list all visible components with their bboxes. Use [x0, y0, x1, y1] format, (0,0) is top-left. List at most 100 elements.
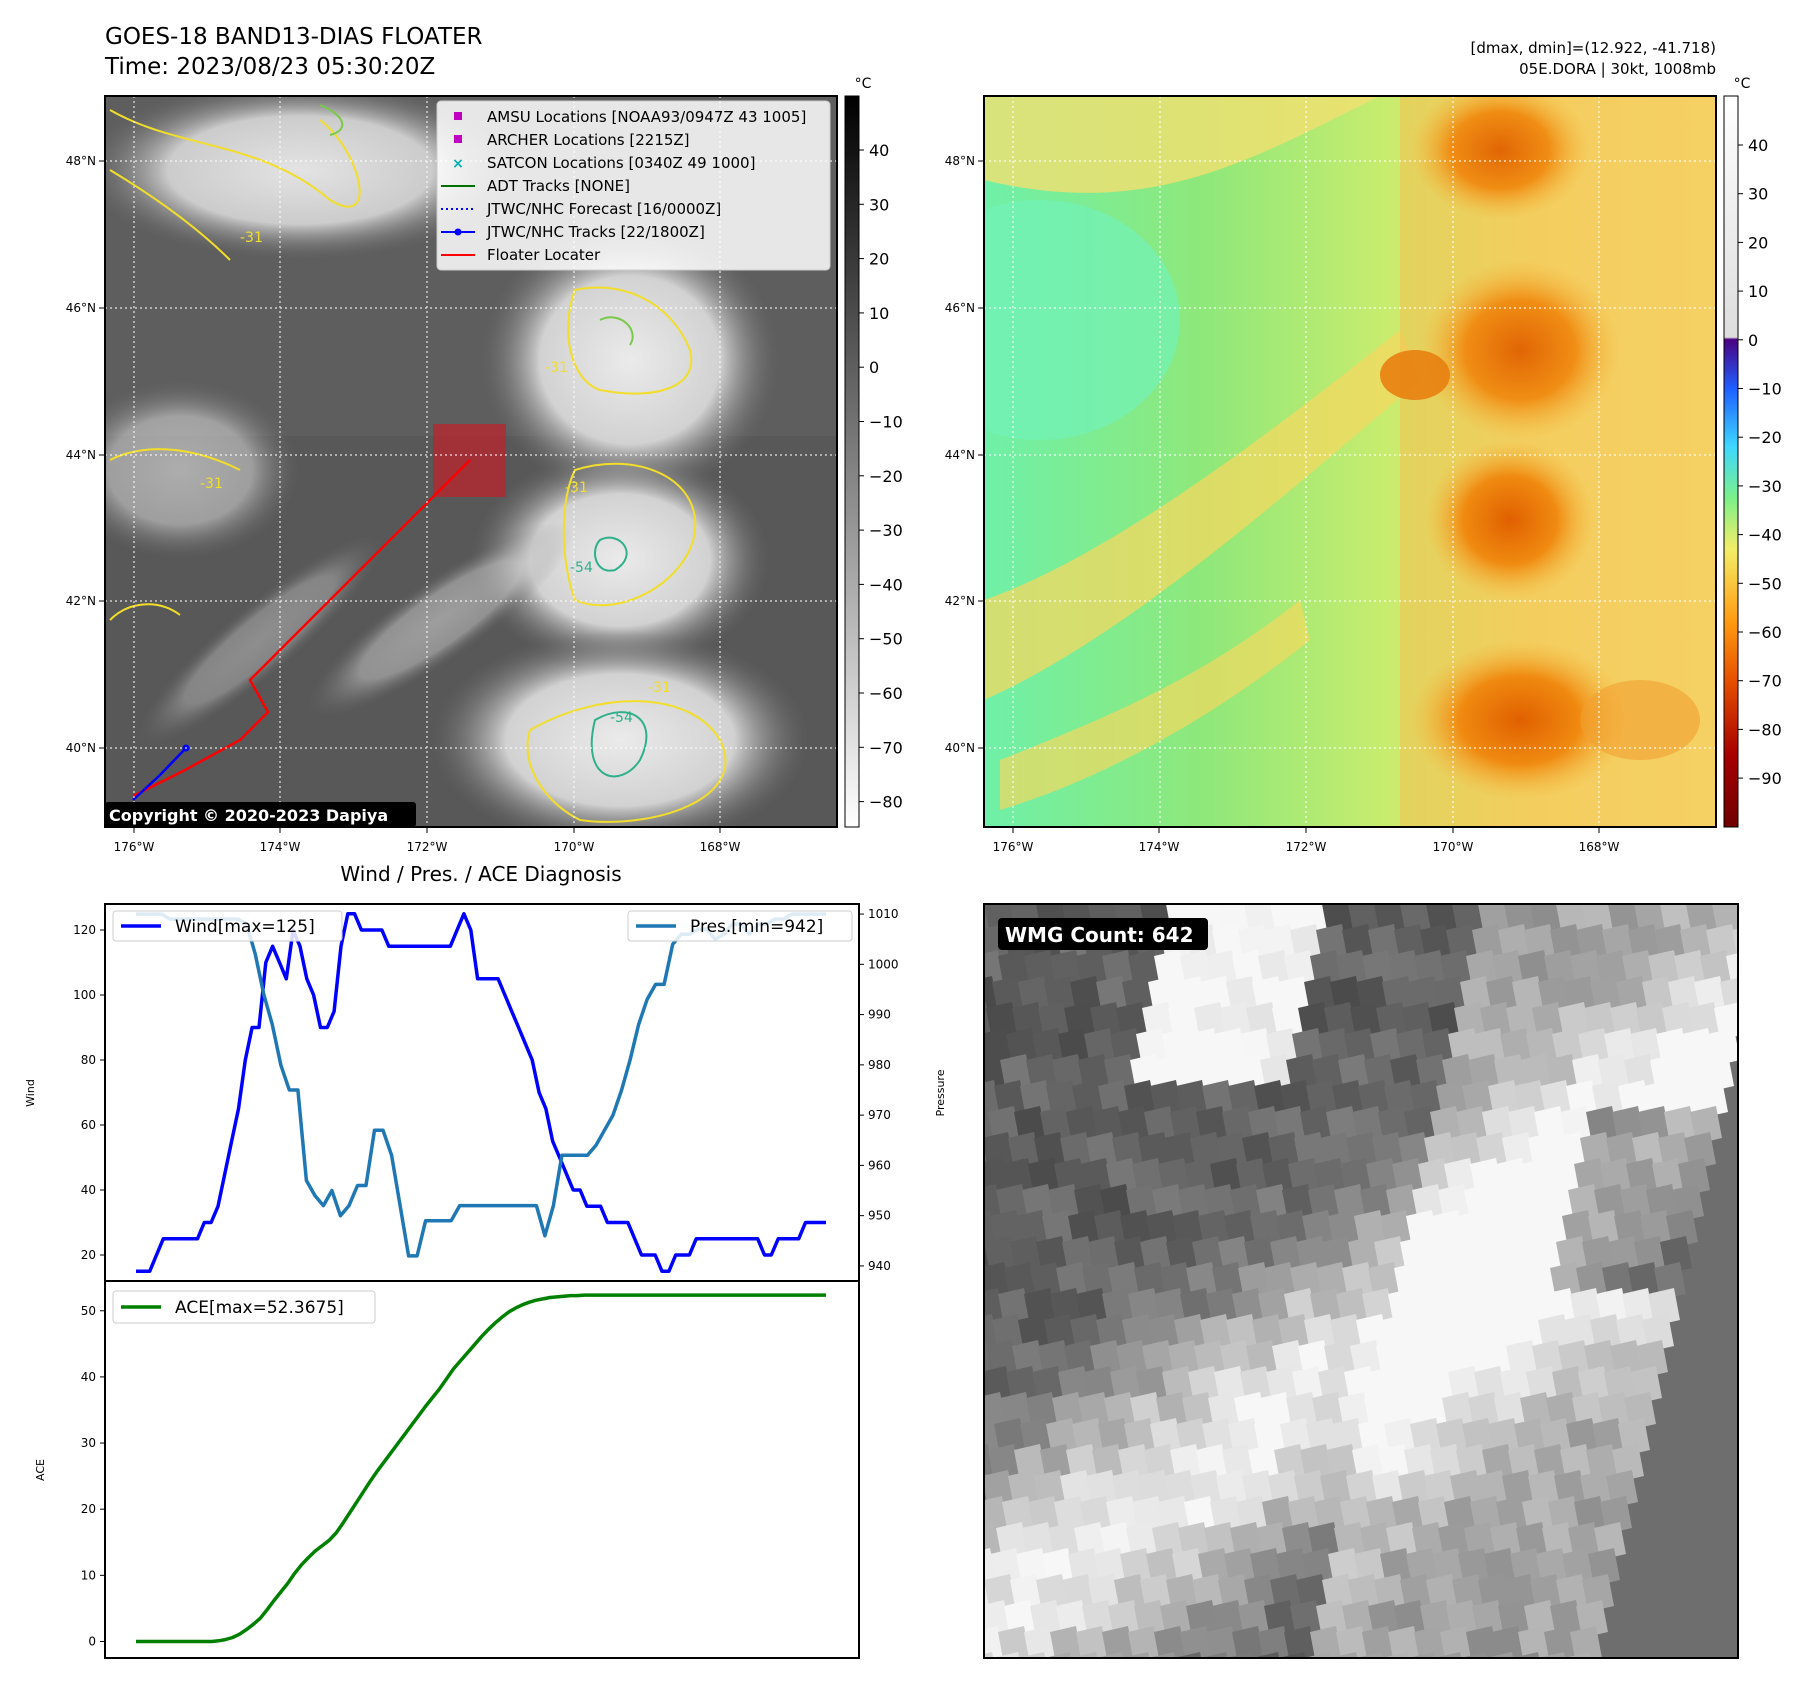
wmg-cell [1666, 1210, 1698, 1248]
wmg-cell [1050, 1626, 1082, 1658]
wmg-cell [1022, 1522, 1054, 1560]
wmg-cell [1472, 924, 1504, 962]
ace-legend-box [112, 1290, 376, 1324]
wmg-cell [1284, 1626, 1316, 1658]
wmg-cell [986, 1340, 1018, 1378]
wmg-cell [1302, 1210, 1334, 1248]
wmg-cell [1070, 976, 1102, 1014]
wmg-cell [1138, 1132, 1170, 1170]
lat-tick-label: 44°N [945, 448, 975, 462]
colorbar-tick-label: 10 [1748, 282, 1768, 301]
wmg-cell [1276, 1548, 1308, 1586]
wmg-cell [1604, 1366, 1636, 1404]
wmg-cell [1420, 924, 1452, 962]
wmg-cell [1442, 1392, 1474, 1430]
wmg-cell [1034, 1470, 1066, 1508]
wmg-cell [1594, 1522, 1626, 1560]
wmg-cell [1296, 1236, 1328, 1274]
wmg-cell [1036, 1236, 1068, 1274]
wmg-cell [1550, 1262, 1582, 1300]
wmg-cell [998, 1626, 1030, 1658]
wmg-cell [1460, 976, 1492, 1014]
wmg-cell [1210, 1158, 1242, 1196]
wmg-cell [1356, 1314, 1388, 1352]
wmg-cell [1518, 1626, 1550, 1658]
wmg-cell [1448, 1028, 1480, 1066]
wmg-cell [846, 1496, 878, 1534]
wmg-cell [1168, 1340, 1200, 1378]
lon-tick-label: 170°W [554, 840, 595, 854]
ace-axis-label: ACE [34, 1459, 47, 1481]
wmg-cell [1146, 1210, 1178, 1248]
wmg-cell [944, 1184, 976, 1222]
wmg-cell [1648, 950, 1680, 988]
wmg-cell [914, 1652, 946, 1684]
wmg-cell [946, 1626, 978, 1664]
wmg-cell [1066, 1106, 1098, 1144]
wmg-cell [1204, 1522, 1236, 1560]
wmg-cell [1190, 1132, 1222, 1170]
wmg-cell [1492, 950, 1524, 988]
colorbar-tick-label: 20 [869, 250, 889, 269]
wmg-cell [1366, 1158, 1398, 1196]
wmg-cell [1532, 1002, 1564, 1040]
legend-label: AMSU Locations [NOAA93/0947Z 43 1005] [487, 108, 806, 126]
wmg-cell [1028, 1158, 1060, 1196]
wmg-cell [1424, 1470, 1456, 1508]
colorbar-tick-label: −80 [869, 793, 903, 812]
wmg-cell [1550, 924, 1582, 962]
wmg-cell [1650, 1054, 1682, 1092]
wmg-cell [1404, 1106, 1436, 1144]
wmg-cell [1422, 1366, 1454, 1404]
ace-chart: 0 10 20 30 40 50 ACE[max=52.3675] [81, 1290, 826, 1648]
wmg-cell [1312, 1392, 1344, 1430]
wmg-cell [1046, 1418, 1078, 1456]
wmg-cell [1346, 1132, 1378, 1170]
wmg-cell [1216, 1470, 1248, 1508]
wmg-cell [1060, 1470, 1092, 1508]
wmg-cell [948, 1054, 980, 1092]
wmg-cell [948, 1392, 980, 1430]
wmg-cell [992, 1652, 1020, 1658]
wmg-cell [1168, 1002, 1200, 1040]
wmg-cell [1410, 1080, 1442, 1118]
wmg-cell [1612, 1106, 1644, 1144]
wmg-cell [984, 1210, 996, 1245]
wmg-cell [1598, 1392, 1630, 1430]
wmg-cell [1372, 1132, 1404, 1170]
wmg-cell [1020, 1418, 1052, 1456]
wmg-cell [1632, 1132, 1664, 1170]
wmg-cell [1014, 1444, 1046, 1482]
wmg-cell [1570, 1288, 1602, 1326]
wmg-cell [1022, 1184, 1054, 1222]
wmg-cell [1428, 1340, 1460, 1378]
wmg-cell [1104, 1054, 1136, 1092]
wmg-cell [1512, 976, 1544, 1014]
wmg-cell [1044, 976, 1076, 1014]
wmg-cell [1010, 1236, 1042, 1274]
wmg-cell [1030, 1600, 1062, 1638]
wmg-cell [1436, 1418, 1468, 1456]
wmg-cell [1180, 1288, 1212, 1326]
wmg-panel [846, 904, 1738, 1684]
wmg-cell [1034, 1132, 1066, 1170]
lon-tick-label: 170°W [1433, 840, 1474, 854]
wmg-cell [1150, 1080, 1182, 1118]
wmg-cell [1426, 1574, 1458, 1612]
wmg-cell [1236, 1496, 1268, 1534]
wmg-cell [1202, 1080, 1234, 1118]
wmg-cell [1604, 1028, 1636, 1066]
wmg-cell [1252, 1652, 1280, 1658]
wmg-cell [924, 1496, 956, 1534]
wmg-cell [1116, 1340, 1148, 1378]
wmg-cell [1572, 1392, 1604, 1430]
wmg-cell [1308, 1522, 1340, 1560]
wmg-cell [1402, 1340, 1434, 1378]
wmg-cell [1364, 1054, 1396, 1092]
wmg-cell [1538, 1652, 1566, 1658]
colorbar-tick-label: −40 [869, 575, 903, 594]
wmg-cell [1156, 1054, 1188, 1092]
wmg-cell [1580, 1132, 1612, 1170]
wmg-cell [1596, 950, 1628, 988]
wmg-cell [1394, 1600, 1426, 1638]
